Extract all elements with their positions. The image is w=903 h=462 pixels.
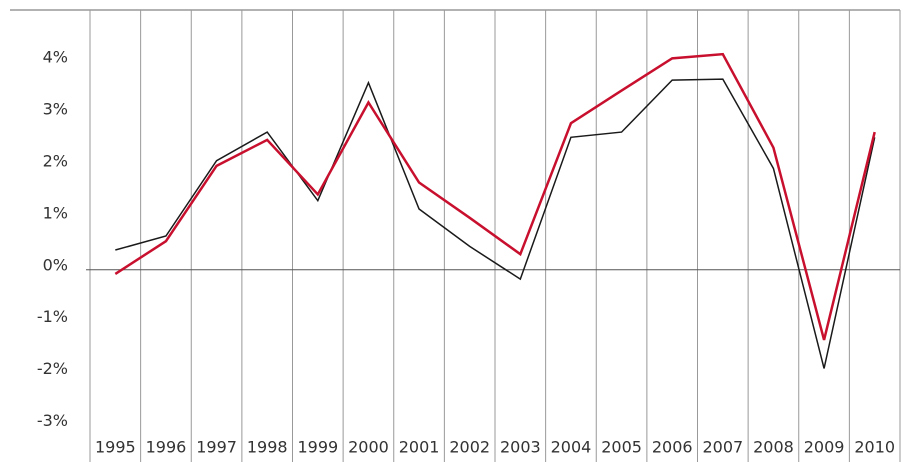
- series-line: [115, 78, 876, 369]
- x-tick-label: 2004: [551, 438, 592, 457]
- x-tick-label: 2002: [449, 438, 490, 457]
- y-tick-label: 3%: [43, 99, 68, 118]
- y-tick-label: 1%: [43, 203, 68, 222]
- x-tick-label: 2006: [652, 438, 693, 457]
- y-tick-label: -2%: [37, 359, 68, 378]
- y-tick-label: 2%: [43, 151, 68, 170]
- x-tick-label: 2001: [399, 438, 440, 457]
- x-tick-label: 2010: [854, 438, 895, 457]
- x-tick-label: 1995: [95, 438, 136, 457]
- x-tick-label: 2009: [804, 438, 845, 457]
- x-tick-label: 2000: [348, 438, 389, 457]
- x-tick-label: 2007: [702, 438, 743, 457]
- y-tick-label: 0%: [43, 255, 68, 274]
- x-tick-label: 1997: [196, 438, 237, 457]
- y-tick-label: 4%: [43, 47, 68, 66]
- x-tick-label: 2003: [500, 438, 541, 457]
- x-tick-label: 2008: [753, 438, 794, 457]
- series-line: [114, 52, 876, 341]
- x-tick-label: 2005: [601, 438, 642, 457]
- x-tick-label: 1999: [297, 438, 338, 457]
- y-tick-label: -3%: [37, 411, 68, 430]
- x-tick-label: 1998: [247, 438, 288, 457]
- y-tick-label: -1%: [37, 307, 68, 326]
- x-tick-label: 1996: [146, 438, 187, 457]
